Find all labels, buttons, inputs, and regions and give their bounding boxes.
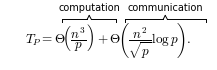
Text: computation: computation (58, 3, 120, 13)
Text: $T_P = \Theta\!\left(\dfrac{n^3}{p}\right) + \Theta\!\left(\dfrac{n^2}{\sqrt{p}}: $T_P = \Theta\!\left(\dfrac{n^3}{p}\righ… (25, 22, 192, 61)
Text: communication: communication (127, 3, 203, 13)
